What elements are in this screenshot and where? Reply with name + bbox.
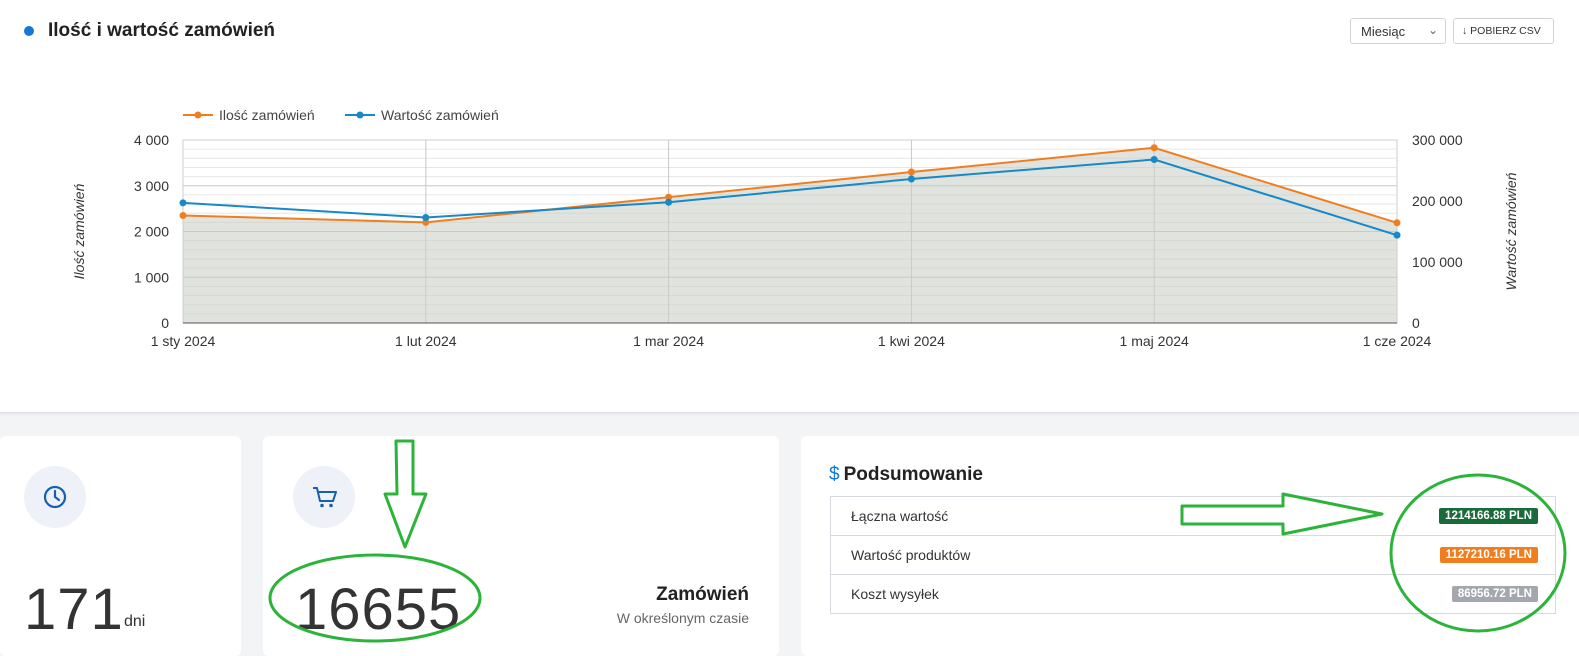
x-tick-label: 1 kwi 2024	[878, 333, 945, 349]
days-card: 171 dni	[0, 436, 241, 656]
download-arrow-icon: ↓	[1462, 25, 1468, 37]
series-area-fill	[183, 147, 1397, 323]
chevron-down-icon: ⌄	[1427, 23, 1438, 37]
x-tick-label: 1 maj 2024	[1120, 333, 1189, 349]
x-tick-label: 1 lut 2024	[395, 333, 457, 349]
orders-label: Zamówień	[656, 584, 749, 605]
title-bullet-icon	[24, 26, 34, 36]
data-point[interactable]	[907, 175, 915, 183]
chart-axes: 1 sty 2024 1 lut 2024 1 mar 2024 1 kwi 2024…	[71, 132, 1519, 349]
download-csv-button[interactable]: ↓ POBIERZ CSV	[1453, 18, 1554, 44]
data-point[interactable]	[1150, 144, 1158, 152]
products-value-badge: 1127210.16 PLN	[1439, 547, 1538, 563]
data-point[interactable]	[665, 193, 673, 201]
page-title: Ilość i wartość zamówień	[48, 20, 276, 41]
y2-tick-label: 100 000	[1412, 254, 1463, 270]
period-select[interactable]: Miesiąc ⌄	[1350, 18, 1446, 44]
chart-area-fill	[183, 147, 1397, 323]
y-tick-label: 0	[161, 315, 169, 331]
y2-axis-label: Wartość zamówień	[1503, 172, 1519, 290]
cart-icon-circle	[293, 466, 355, 528]
clock-icon	[43, 485, 67, 509]
shipping-value-badge: 86956.72 PLN	[1451, 586, 1538, 602]
days-unit: dni	[124, 613, 146, 630]
series-line-1[interactable]	[182, 146, 1398, 224]
y-tick-label: 3 000	[134, 178, 169, 194]
y-tick-label: 4 000	[134, 132, 169, 148]
data-point[interactable]	[422, 218, 430, 226]
clock-icon-circle	[24, 466, 86, 528]
total-value-badge: 1214166.88 PLN	[1439, 508, 1538, 524]
period-select-value: Miesiąc	[1361, 24, 1406, 39]
summary-label: Wartość produktów	[851, 547, 971, 563]
days-count: 171	[24, 577, 124, 642]
orders-count: 16655	[295, 577, 462, 642]
summary-row-products: Wartość produktów 1127210.16 PLN	[830, 535, 1556, 575]
series-line-2[interactable]	[182, 158, 1398, 237]
x-tick-label: 1 cze 2024	[1363, 333, 1432, 349]
summary-label: Koszt wysyłek	[851, 586, 939, 602]
legend-marker[interactable]	[356, 111, 364, 119]
data-point[interactable]	[1393, 219, 1401, 227]
download-csv-label: POBIERZ CSV	[1470, 25, 1541, 37]
chart-series[interactable]	[179, 144, 1401, 239]
data-point[interactable]	[907, 168, 915, 176]
data-point[interactable]	[422, 213, 430, 221]
y-tick-label: 1 000	[134, 269, 169, 285]
summary-row-cell: Wartość produktów 1127210.16 PLN	[830, 535, 1556, 575]
summary-row-cell: Koszt wysyłek 86956.72 PLN	[830, 574, 1556, 614]
legend-marker[interactable]	[194, 111, 202, 119]
legend-label[interactable]: Wartość zamówień	[381, 107, 499, 123]
summary-row-cell: Łączna wartość 1214166.88 PLN	[830, 496, 1556, 536]
summary-table: Łączna wartość 1214166.88 PLN Wartość pr…	[830, 496, 1556, 614]
y2-tick-label: 200 000	[1412, 193, 1463, 209]
y2-tick-label: 0	[1412, 315, 1420, 331]
data-point[interactable]	[1150, 156, 1158, 164]
y-tick-label: 2 000	[134, 224, 169, 240]
orders-line-chart: Ilość zamówień Wartość zamówień 1 sty 202…	[71, 107, 1519, 349]
summary-row-total: Łączna wartość 1214166.88 PLN	[830, 496, 1556, 536]
orders-chart-panel: Ilość i wartość zamówień Miesiąc ⌄ ↓ POB…	[0, 0, 1579, 413]
data-point[interactable]	[665, 198, 673, 206]
y2-tick-label: 300 000	[1412, 132, 1463, 148]
summary-title: $ Podsumowanie	[829, 464, 983, 486]
y-axis-label: Ilość zamówień	[71, 183, 87, 279]
orders-card: 16655 Zamówień W określonym czasie	[263, 436, 779, 656]
shopping-cart-icon	[313, 487, 337, 508]
data-point[interactable]	[179, 199, 187, 207]
orders-sublabel: W określonym czasie	[616, 610, 749, 626]
dollar-icon: $	[829, 464, 840, 485]
summary-title-text: Podsumowanie	[843, 464, 983, 485]
chart-legend[interactable]: Ilość zamówień Wartość zamówień	[183, 107, 499, 123]
data-point[interactable]	[179, 211, 187, 219]
summary-row-shipping: Koszt wysyłek 86956.72 PLN	[830, 574, 1556, 614]
x-tick-label: 1 mar 2024	[633, 333, 704, 349]
legend-label[interactable]: Ilość zamówień	[219, 107, 315, 123]
summary-label: Łączna wartość	[851, 508, 949, 524]
data-point[interactable]	[1393, 231, 1401, 239]
x-tick-label: 1 sty 2024	[151, 333, 216, 349]
